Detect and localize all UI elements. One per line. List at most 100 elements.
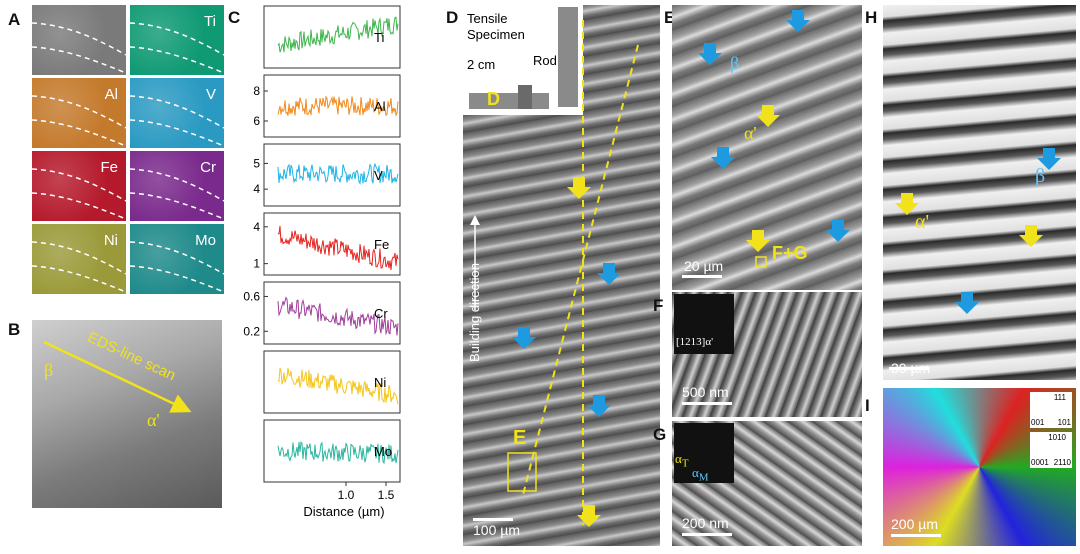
eds-map-label: Al bbox=[104, 86, 118, 103]
e-box-label: F+G bbox=[772, 243, 808, 263]
panel-e-scale: 20 µm bbox=[684, 258, 724, 274]
ipf-key-1: 111 001 101 bbox=[1030, 392, 1072, 428]
series-line-mo bbox=[277, 440, 399, 465]
panel-g-tem-image: αT αM 200 nm bbox=[672, 421, 862, 546]
series-line-cr bbox=[277, 296, 399, 336]
panel-i-ebsd-map: 111 001 101 1010 0001 2110 200 µm bbox=[883, 388, 1076, 546]
g-diffraction-inset bbox=[674, 423, 734, 483]
eds-map-label: V bbox=[205, 86, 216, 103]
ipf-key-1-right: 101 bbox=[1057, 418, 1071, 427]
diffraction-inset bbox=[674, 294, 734, 354]
panel-g-label: G bbox=[653, 425, 667, 444]
inset-scale-label: 2 cm bbox=[467, 57, 496, 72]
series-frame-v bbox=[263, 143, 401, 207]
eds-map-v: V bbox=[130, 78, 224, 148]
panel-h-label: H bbox=[865, 8, 878, 27]
beta-label: β bbox=[44, 360, 54, 380]
g-alpha-m: α bbox=[692, 465, 699, 480]
series-label-al: Al bbox=[374, 99, 386, 114]
g-alpha-m-sub: M bbox=[698, 471, 709, 484]
inset-tensile-label: Tensile bbox=[467, 11, 508, 26]
y-tick-label: 8 bbox=[253, 84, 260, 98]
y-tick-label: 0.2 bbox=[243, 324, 260, 338]
panel-i-label: I bbox=[865, 396, 870, 415]
y-tick-label: 0.6 bbox=[243, 289, 260, 303]
eds-map-fe: Fe bbox=[32, 151, 126, 221]
panel-e-sem-image: β α' F+G 20 µm bbox=[672, 5, 862, 290]
inset-rod-label: Rod bbox=[533, 53, 557, 68]
eds-map-ti: Ti bbox=[130, 5, 224, 75]
eds-map-al: Al bbox=[32, 78, 126, 148]
g-alpha-t-label: αT bbox=[675, 451, 688, 470]
ipf-key-1-left: 001 bbox=[1031, 418, 1045, 427]
series-label-v: V bbox=[374, 168, 383, 183]
ipf-key-2-right: 2110 bbox=[1053, 458, 1071, 467]
e-beta-label: β bbox=[730, 53, 740, 73]
diffraction-label: [1213]α' bbox=[676, 336, 714, 348]
eds-map-ni: Ni bbox=[32, 224, 126, 294]
eds-map-label: Cr bbox=[200, 159, 216, 176]
eds-map-label: Ni bbox=[103, 232, 118, 249]
y-tick-label: 4 bbox=[253, 182, 260, 196]
g-alpha-t-sub: T bbox=[681, 457, 689, 470]
series-label-mo: Mo bbox=[374, 444, 392, 459]
panel-d-sem-image: Tensile Specimen Rod 2 cm D Building dir… bbox=[463, 5, 660, 546]
inset-marker-label: D bbox=[487, 89, 500, 109]
ipf-key-2-top: 1010 bbox=[1048, 433, 1066, 442]
ipf-key-2-left: 0001 bbox=[1031, 458, 1049, 467]
panel-e-label: E bbox=[664, 8, 676, 27]
y-tick-label: 5 bbox=[253, 156, 260, 170]
panel-f-scale: 500 nm bbox=[682, 384, 729, 400]
y-tick-label: 6 bbox=[253, 114, 260, 128]
panel-b-tem-image: EDS-line scan β α' bbox=[32, 320, 222, 508]
series-label-cr: Cr bbox=[374, 306, 388, 321]
eds-map-mo: Mo bbox=[130, 224, 224, 294]
panel-b-label: B bbox=[8, 320, 21, 339]
series-frame-fe bbox=[263, 212, 401, 276]
h-beta-label: β bbox=[1035, 165, 1046, 187]
series-frame-al bbox=[263, 74, 401, 138]
x-tick-label: 1.0 bbox=[338, 488, 355, 502]
series-line-al bbox=[277, 95, 399, 117]
eds-map-label: Ti bbox=[204, 13, 216, 30]
panel-f-tem-image: [1213]α' 500 nm bbox=[672, 292, 862, 417]
scan-arrow bbox=[43, 340, 192, 413]
series-frame-ti bbox=[263, 5, 401, 69]
ipf-key-2: 1010 0001 2110 bbox=[1030, 432, 1072, 468]
series-line-ti bbox=[277, 16, 399, 53]
y-tick-label: 1 bbox=[253, 257, 260, 271]
eds-map-label: Fe bbox=[100, 159, 118, 176]
panel-d-label: D bbox=[446, 8, 459, 27]
building-direction-label: Building direction bbox=[467, 262, 483, 363]
x-axis-label: Distance (µm) bbox=[303, 504, 384, 519]
panel-h-sem-image: β α' 30 µm bbox=[883, 5, 1076, 380]
alpha-prime-label: α' bbox=[147, 410, 160, 430]
series-frame-cr bbox=[263, 281, 401, 345]
eds-map-sem bbox=[32, 5, 126, 75]
box-e-label: E bbox=[513, 427, 527, 449]
series-frame-ni bbox=[263, 350, 401, 414]
panel-c-line-scans: Ti Al 6 8 V 4 5 Fe 1 4 Cr 0.2 0.6 Ni Mo 1.0 1.5 Distance … bbox=[243, 5, 401, 519]
panel-d-scale: 100 µm bbox=[473, 522, 520, 538]
inset-specimen-label: Specimen bbox=[467, 27, 525, 42]
panel-f-label: F bbox=[653, 296, 664, 315]
e-alpha-prime-label: α' bbox=[744, 123, 757, 143]
series-line-v bbox=[277, 162, 399, 186]
panel-g-scale: 200 nm bbox=[682, 515, 729, 531]
series-line-ni bbox=[277, 367, 399, 405]
x-tick-label: 1.5 bbox=[378, 488, 395, 502]
eds-map-label: Mo bbox=[195, 232, 216, 249]
panel-i-scale: 200 µm bbox=[891, 516, 938, 532]
h-alpha-prime-label: α' bbox=[915, 211, 930, 233]
g-alpha-m-label: αM bbox=[692, 465, 708, 484]
y-tick-label: 4 bbox=[253, 220, 260, 234]
panel-c-label: C bbox=[228, 8, 241, 27]
panel-a-label: A bbox=[8, 10, 21, 29]
series-label-ni: Ni bbox=[374, 375, 386, 390]
panel-h-scale: 30 µm bbox=[891, 360, 931, 376]
eds-map-cr: Cr bbox=[130, 151, 224, 221]
g-alpha-t: α bbox=[675, 451, 682, 466]
series-line-fe bbox=[277, 225, 399, 270]
series-frame-mo bbox=[263, 419, 401, 483]
ipf-key-1-top: 111 bbox=[1053, 393, 1066, 402]
